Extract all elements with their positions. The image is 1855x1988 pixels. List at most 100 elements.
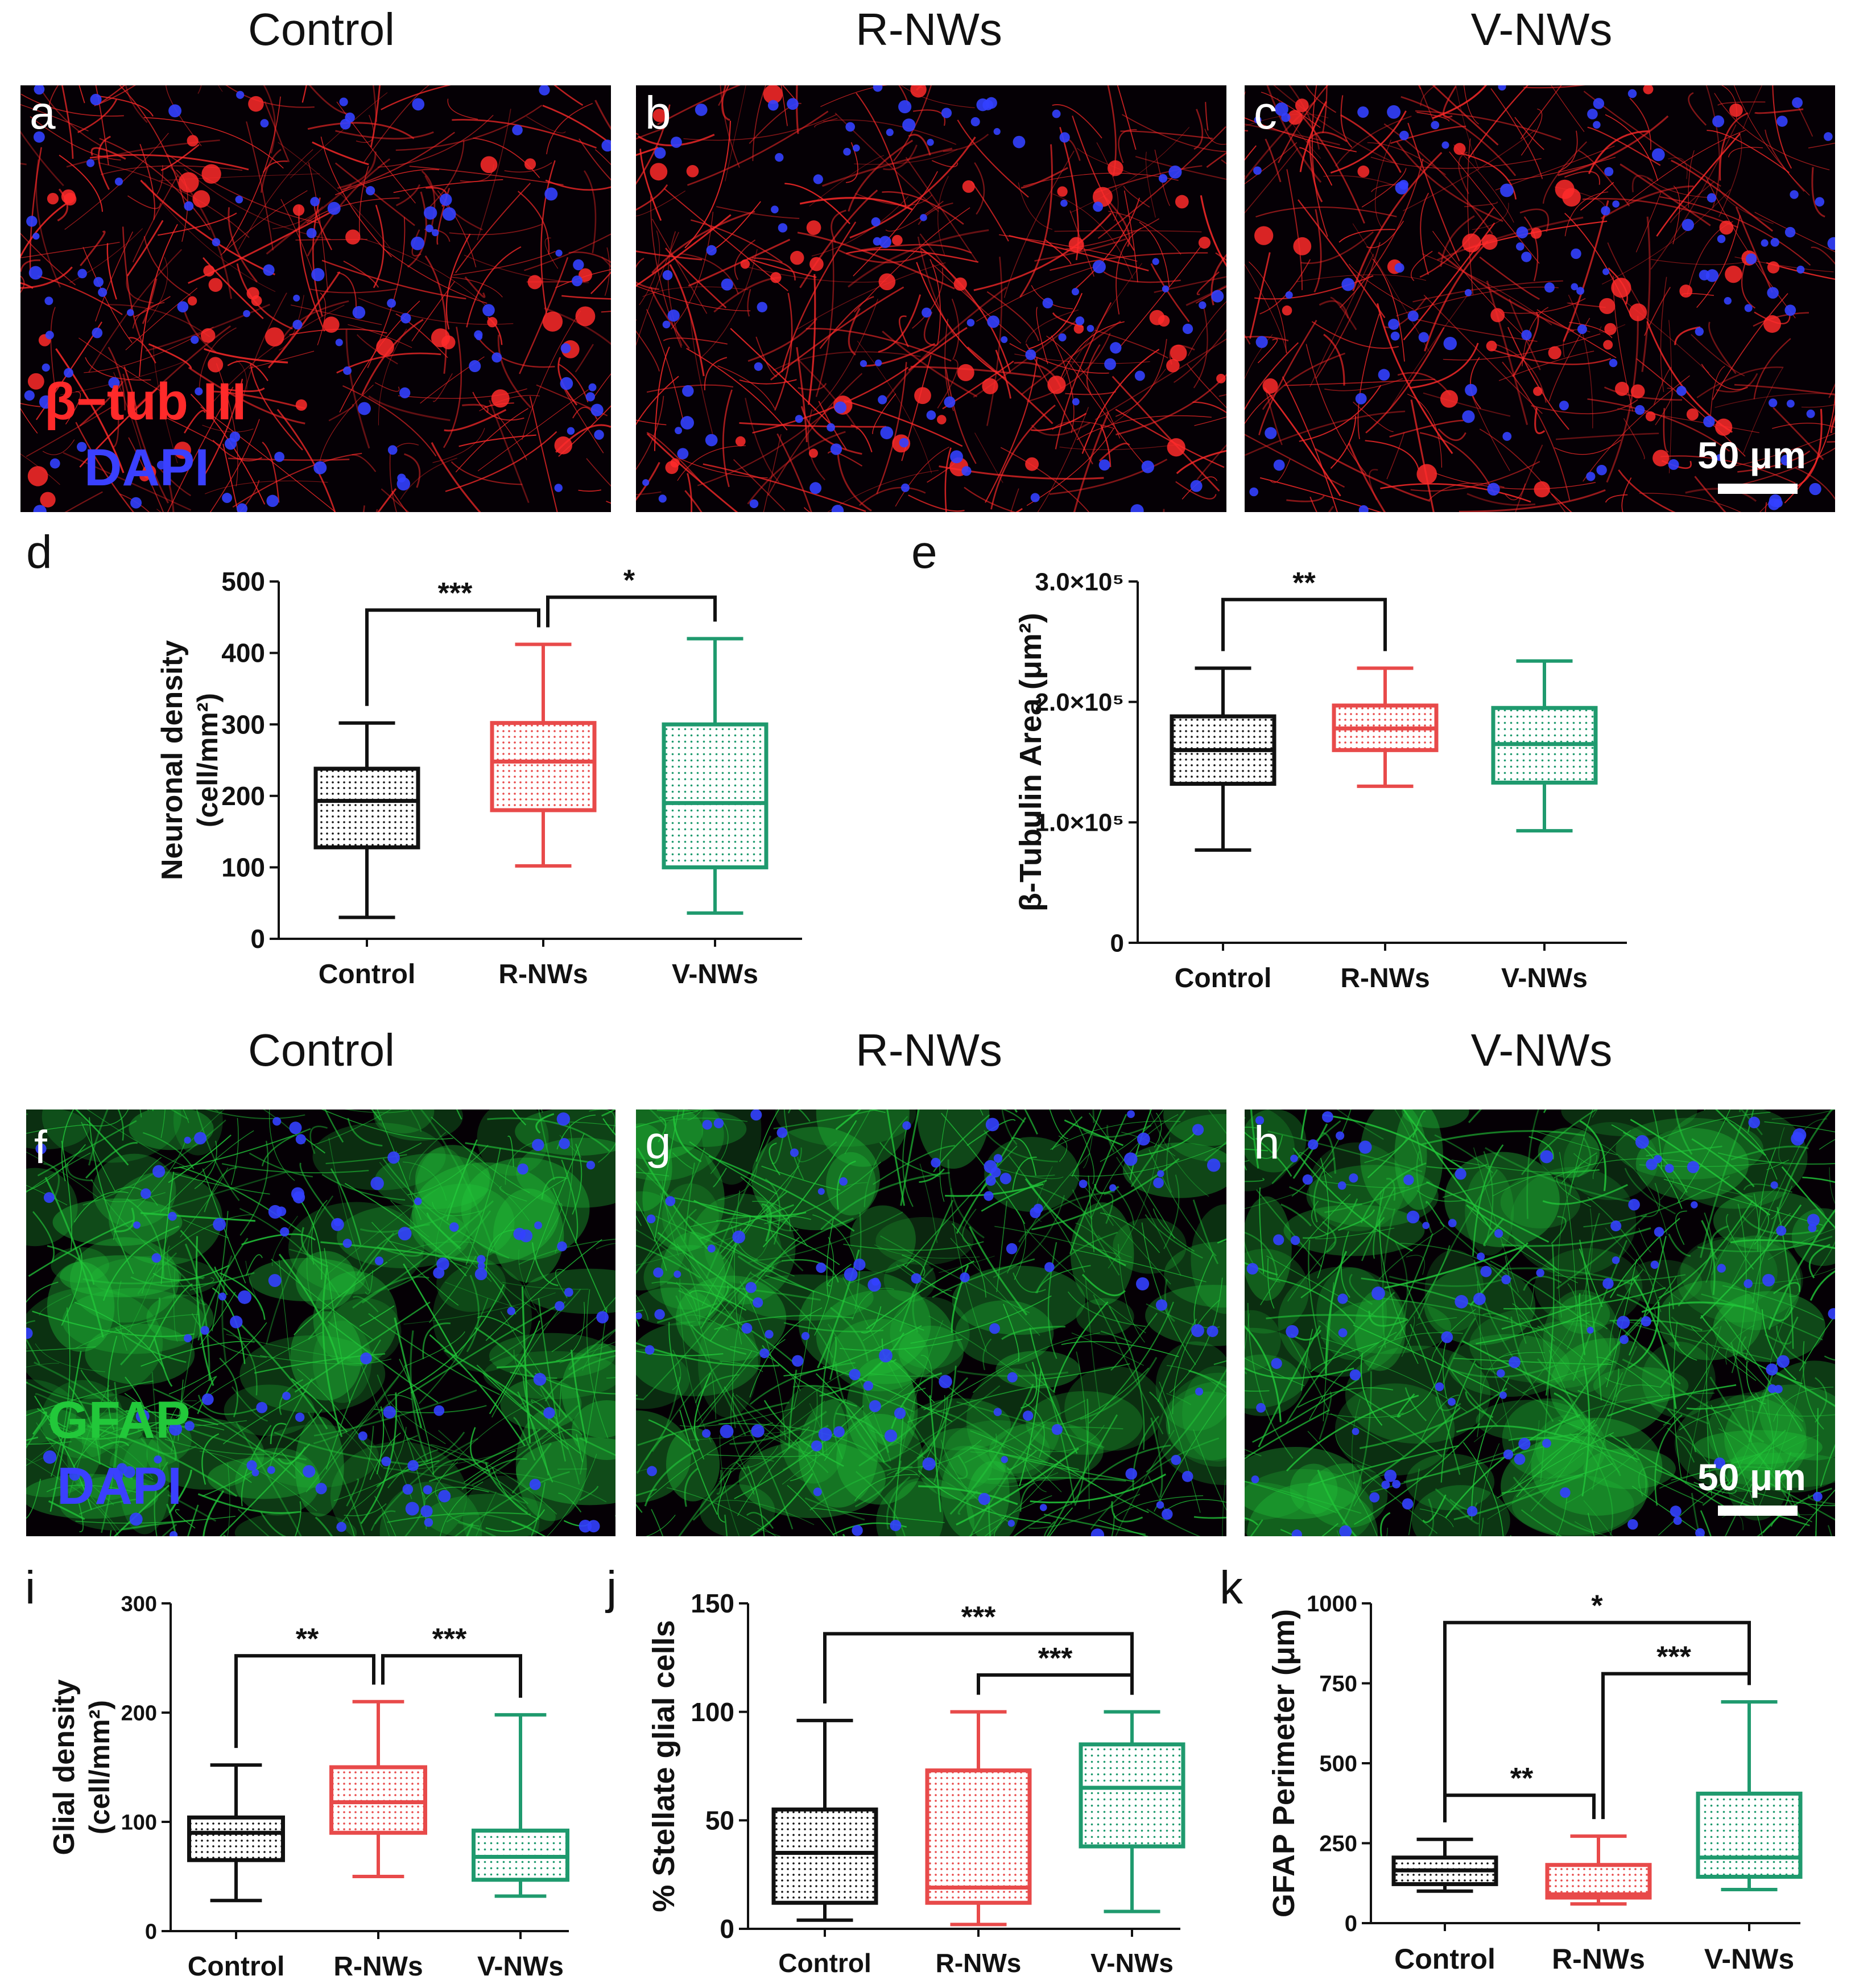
micrograph-v-nws-neurons bbox=[1245, 85, 1835, 512]
chart-k-ytick-label: 0 bbox=[1345, 1911, 1357, 1936]
chart-k-ylabel: GFAP Perimeter (μm) bbox=[1267, 1609, 1301, 1917]
column-title-v-nws: V-NWs bbox=[1470, 4, 1613, 55]
svg-text:***: *** bbox=[438, 577, 473, 610]
chart-i-significance-1: *** bbox=[381, 1623, 522, 1698]
chart-d-ytick-label: 400 bbox=[221, 638, 265, 668]
chart-e-box-0 bbox=[1170, 666, 1276, 852]
chart-k-significance-0: * bbox=[1443, 1590, 1751, 1822]
chart-d-box-1 bbox=[490, 642, 597, 868]
stain-label-gfap: GFAP bbox=[48, 1391, 191, 1449]
chart-d-ytick-label: 0 bbox=[250, 924, 265, 954]
chart-k-xtick-label: R-NWs bbox=[1552, 1943, 1645, 1975]
svg-text:*: * bbox=[1591, 1590, 1603, 1623]
chart-i-box-1 bbox=[329, 1700, 427, 1878]
chart-i-box-0 bbox=[187, 1763, 285, 1903]
chart-i-box-2 bbox=[472, 1713, 569, 1898]
chart-i-xtick-label: V-NWs bbox=[477, 1952, 564, 1982]
chart-j-ytick-label: 150 bbox=[691, 1589, 734, 1618]
chart-i-ytick-label: 0 bbox=[145, 1920, 157, 1944]
panel-letter-c: c bbox=[1254, 87, 1277, 139]
chart-d-significance-1: * bbox=[546, 564, 717, 628]
chart-e-ytick-label: 2.0×10⁵ bbox=[1035, 688, 1124, 716]
chart-j-ytick-label: 0 bbox=[720, 1914, 734, 1944]
chart-letter-j: j bbox=[606, 1562, 617, 1614]
column-title-r-nws-glia: R-NWs bbox=[856, 1025, 1002, 1075]
chart-k-significance-1: *** bbox=[1601, 1641, 1751, 1820]
chart-letter-e: e bbox=[911, 526, 937, 578]
chart-j-ytick-label: 100 bbox=[691, 1697, 734, 1727]
chart-k-group: 0 250 500 750 1000 Control R-NWs V-NWs GFAP Peri… bbox=[1267, 1590, 1803, 1975]
chart-i-ytick-label: 200 bbox=[121, 1701, 157, 1725]
micrograph-r-nws-neurons bbox=[636, 85, 1226, 512]
column-title-v-nws-glia: V-NWs bbox=[1470, 1025, 1613, 1075]
chart-k-xtick-label: V-NWs bbox=[1704, 1943, 1794, 1975]
chart-e-ylabel: β-Tubulin Area (μm²) bbox=[1014, 613, 1048, 911]
chart-d-xtick-label: V-NWs bbox=[672, 959, 758, 989]
column-title-r-nws: R-NWs bbox=[856, 4, 1002, 55]
chart-k-significance-2: ** bbox=[1443, 1762, 1596, 1822]
chart-k-box-2 bbox=[1696, 1700, 1803, 1891]
chart-k-box-0 bbox=[1391, 1837, 1498, 1893]
chart-j-box-1 bbox=[925, 1710, 1032, 1927]
chart-d-ylabel-unit: (cell/mm²) bbox=[192, 693, 224, 827]
chart-k-ytick-label: 750 bbox=[1319, 1672, 1357, 1697]
chart-j-box-0 bbox=[771, 1718, 878, 1922]
stain-label-dapi-bottom: DAPI bbox=[57, 1457, 182, 1515]
micrograph-v-nws-glia bbox=[1245, 1110, 1835, 1536]
chart-d-box-2 bbox=[662, 637, 769, 915]
chart-i-group: 0 100 200 300 Control R-NWs V-NWs Glial density… bbox=[48, 1592, 569, 1982]
chart-j-ytick-label: 50 bbox=[705, 1805, 734, 1835]
chart-e-xtick-label: R-NWs bbox=[1340, 963, 1430, 993]
column-title-control: Control bbox=[248, 4, 395, 55]
chart-d-significance-0: *** bbox=[365, 577, 540, 706]
micrograph-control-neurons bbox=[20, 85, 611, 512]
chart-j-box-2 bbox=[1079, 1710, 1185, 1913]
scale-bar-label-top: 50 μm bbox=[1697, 434, 1806, 476]
panel-letter-b: b bbox=[645, 87, 671, 139]
chart-d-ytick-label: 300 bbox=[221, 710, 265, 739]
panel-letter-h: h bbox=[1254, 1117, 1280, 1169]
chart-i-significance-0: ** bbox=[234, 1623, 375, 1748]
chart-i-ytick-label: 300 bbox=[121, 1592, 157, 1616]
panel-letter-f: f bbox=[34, 1121, 47, 1173]
chart-k-ytick-label: 250 bbox=[1319, 1832, 1357, 1857]
chart-e-significance-0: ** bbox=[1221, 567, 1387, 651]
chart-i-ylabel: Glial density bbox=[48, 1679, 81, 1855]
chart-j-group: 0 50 100 150 Control R-NWs V-NWs % Stellate gli… bbox=[647, 1589, 1185, 1978]
chart-d-xtick-label: R-NWs bbox=[498, 959, 588, 989]
chart-letter-k: k bbox=[1220, 1562, 1243, 1614]
scale-bar-label-bottom: 50 μm bbox=[1697, 1456, 1806, 1498]
scale-bar-bottom bbox=[1718, 1506, 1798, 1516]
chart-e-box-1 bbox=[1332, 666, 1439, 788]
chart-i-ytick-label: 100 bbox=[121, 1810, 157, 1834]
chart-d-ytick-label: 200 bbox=[221, 781, 265, 811]
svg-text:***: *** bbox=[1656, 1641, 1691, 1674]
chart-j-xtick-label: V-NWs bbox=[1090, 1948, 1174, 1978]
chart-e-box-2 bbox=[1491, 659, 1598, 833]
svg-text:***: *** bbox=[1038, 1642, 1073, 1675]
chart-j-significance-1: *** bbox=[977, 1642, 1134, 1695]
chart-j-significance-0: *** bbox=[823, 1601, 1134, 1704]
chart-d-ytick-label: 500 bbox=[221, 567, 265, 596]
scale-bar-top bbox=[1718, 484, 1798, 494]
svg-text:*: * bbox=[623, 564, 635, 597]
chart-letter-i: i bbox=[25, 1562, 36, 1614]
stain-label-beta-tubulin: β−tub III bbox=[44, 373, 247, 431]
chart-d-box-0 bbox=[313, 721, 420, 919]
chart-j-ylabel: % Stellate glial cells bbox=[647, 1620, 681, 1912]
chart-d-ylabel: Neuronal density bbox=[156, 640, 189, 880]
chart-e-group: 0 1.0×10⁵ 2.0×10⁵ 3.0×10⁵ Control R-NWs V-NWs β… bbox=[1014, 567, 1627, 993]
stain-label-dapi-top: DAPI bbox=[84, 439, 209, 497]
svg-text:**: ** bbox=[1510, 1762, 1534, 1795]
chart-e-ytick-label: 1.0×10⁵ bbox=[1035, 809, 1124, 837]
panel-letter-a: a bbox=[30, 87, 56, 139]
chart-k-ytick-label: 1000 bbox=[1307, 1591, 1357, 1616]
panel-letter-g: g bbox=[645, 1117, 671, 1169]
chart-e-xtick-label: Control bbox=[1175, 963, 1272, 993]
micrograph-control-glia bbox=[26, 1110, 615, 1536]
chart-i-xtick-label: R-NWs bbox=[333, 1952, 423, 1982]
svg-text:***: *** bbox=[961, 1601, 996, 1634]
svg-text:***: *** bbox=[432, 1623, 467, 1656]
column-title-control-glia: Control bbox=[248, 1025, 395, 1075]
